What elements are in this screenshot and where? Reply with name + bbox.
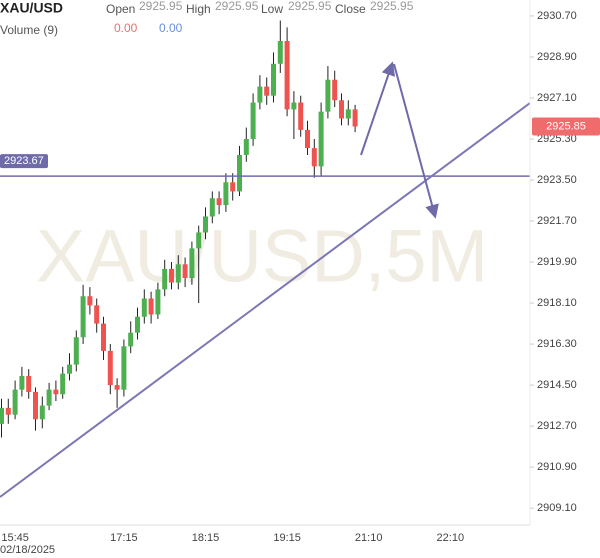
candle-body [80, 296, 86, 338]
y-tick-label: 2919.90 [537, 256, 577, 268]
candle-body [128, 332, 134, 347]
candle-body [107, 350, 113, 386]
y-tick-label: 2930.70 [537, 10, 577, 22]
candle-body [318, 111, 324, 167]
y-tick-label: 2923.50 [537, 174, 577, 186]
candle-body [332, 79, 338, 101]
candle-body [223, 182, 229, 206]
arrow-up [360, 61, 396, 156]
low-value: 2925.95 [288, 0, 332, 13]
candle-body [39, 405, 45, 420]
y-tick-label: 2916.30 [537, 338, 577, 350]
candle-body [243, 138, 249, 155]
candle-body [339, 100, 344, 119]
symbol-title: XAU/USD [0, 0, 63, 16]
candle-body [250, 102, 256, 139]
open-label: Open [106, 2, 135, 16]
candle-body [141, 298, 147, 317]
candle-body [203, 216, 208, 233]
candle-body [264, 86, 270, 96]
candle-body [148, 298, 154, 315]
candle-body [5, 407, 11, 415]
horizontal-line-tag [0, 154, 48, 169]
candle-body [311, 148, 317, 167]
horizontal-line-label: 2923.67 [4, 155, 44, 167]
last-price-label: 2925.85 [546, 120, 586, 132]
plot-area: XAU/USD,5M [0, 20, 530, 438]
candle-body [291, 102, 297, 110]
candle-body [155, 289, 161, 315]
candle-body [169, 268, 174, 283]
y-tick-label: 2921.70 [537, 215, 577, 227]
last-price-tag [532, 117, 600, 136]
y-tick-label: 2909.10 [537, 502, 577, 514]
candle-body [87, 296, 93, 306]
y-tick-label: 2925.30 [537, 133, 577, 145]
volume-value: 0.00 [159, 21, 183, 35]
y-tick-label: 2912.70 [537, 420, 577, 432]
volume-label: Volume (9) [0, 23, 58, 37]
candle-body [189, 248, 195, 278]
close-value: 2925.95 [370, 0, 414, 13]
candle-body [352, 109, 358, 127]
candle-body [19, 375, 25, 390]
candle-body [182, 264, 188, 278]
candle-body [284, 41, 290, 110]
watermark: XAU/USD,5M [36, 215, 488, 298]
close-label: Close [335, 2, 366, 16]
x-tick-label: 15:45 [1, 532, 29, 544]
candle-body [325, 79, 331, 112]
trend-line [0, 102, 531, 498]
x-tick-label: 21:10 [355, 532, 383, 544]
price-axis [530, 0, 600, 525]
candle-body [0, 407, 4, 424]
x-tick-label: 17:15 [110, 532, 138, 544]
high-value: 2925.95 [215, 0, 259, 13]
candle-body [209, 198, 215, 217]
candle-body [121, 346, 127, 390]
candle-body [60, 373, 66, 395]
candle-body [345, 109, 351, 119]
y-tick-label: 2910.90 [537, 461, 577, 473]
candle-body [94, 305, 100, 324]
candle-body [101, 323, 106, 351]
candle-body [305, 129, 310, 149]
low-label: Low [261, 2, 283, 16]
x-tick-label: 22:10 [437, 532, 465, 544]
candle-body [196, 232, 202, 249]
y-tick-label: 2927.10 [537, 92, 577, 104]
candle-body [162, 268, 168, 290]
candle-body [26, 375, 32, 392]
candle-body [298, 102, 304, 130]
candle-body [230, 182, 236, 192]
candle-body [216, 198, 222, 206]
x-tick-label: 19:15 [273, 532, 301, 544]
high-label: High [186, 2, 211, 16]
candle-body [114, 385, 120, 390]
candle-body [237, 154, 242, 192]
date-label: 02/18/2025 [0, 544, 55, 556]
candle-body [257, 86, 263, 103]
candle-body [277, 41, 283, 64]
candle-body [33, 391, 38, 420]
candle-body [67, 364, 72, 374]
candle-body [135, 316, 140, 333]
open-value: 2925.95 [139, 0, 183, 13]
y-tick-label: 2918.10 [537, 297, 577, 309]
y-tick-label: 2914.50 [537, 379, 577, 391]
candle-body [53, 389, 59, 395]
candle-body [175, 264, 181, 283]
volume-value: 0.00 [114, 21, 138, 35]
candle-body [271, 63, 276, 96]
candle-body [73, 337, 79, 365]
x-tick-label: 18:15 [192, 532, 220, 544]
candle-body [12, 389, 18, 415]
arrow-down [393, 63, 439, 219]
candle-body [46, 389, 52, 406]
y-tick-label: 2928.90 [537, 51, 577, 63]
